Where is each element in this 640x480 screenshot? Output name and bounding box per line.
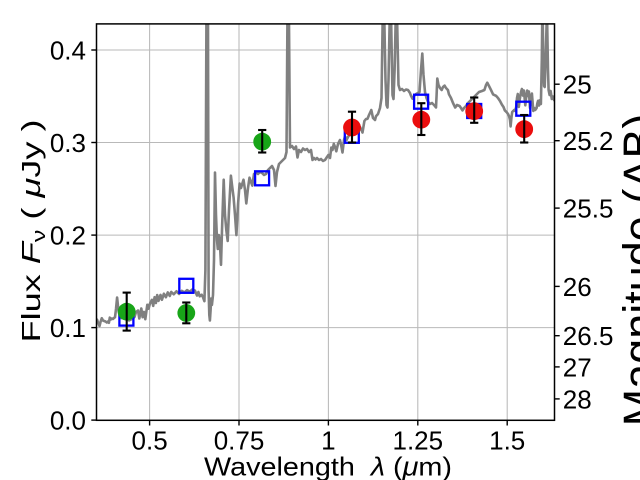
svg-text:28: 28 bbox=[563, 384, 592, 414]
svg-text:0.2: 0.2 bbox=[50, 221, 86, 251]
svg-text:25.5: 25.5 bbox=[563, 194, 614, 224]
svg-text:Wavelength λ (μm): Wavelength λ (μm) bbox=[204, 452, 452, 480]
svg-text:0.0: 0.0 bbox=[50, 406, 86, 436]
svg-text:26.5: 26.5 bbox=[563, 321, 614, 351]
svg-text:1: 1 bbox=[321, 425, 335, 455]
svg-text:25: 25 bbox=[563, 70, 592, 100]
svg-text:Flux Fν ( μJy ): Flux Fν ( μJy ) bbox=[16, 119, 49, 342]
svg-text:27: 27 bbox=[563, 352, 592, 382]
svg-text:0.4: 0.4 bbox=[50, 35, 86, 65]
svg-text:25.2: 25.2 bbox=[563, 126, 614, 156]
svg-text:0.1: 0.1 bbox=[50, 313, 86, 343]
svg-text:Magnitude (AB): Magnitude (AB) bbox=[614, 114, 640, 427]
svg-text:0.3: 0.3 bbox=[50, 128, 86, 158]
svg-text:0.75: 0.75 bbox=[214, 425, 265, 455]
svg-text:0.5: 0.5 bbox=[132, 425, 168, 455]
svg-text:1.25: 1.25 bbox=[392, 425, 443, 455]
svg-text:1.5: 1.5 bbox=[489, 425, 525, 455]
svg-text:26: 26 bbox=[563, 272, 592, 302]
